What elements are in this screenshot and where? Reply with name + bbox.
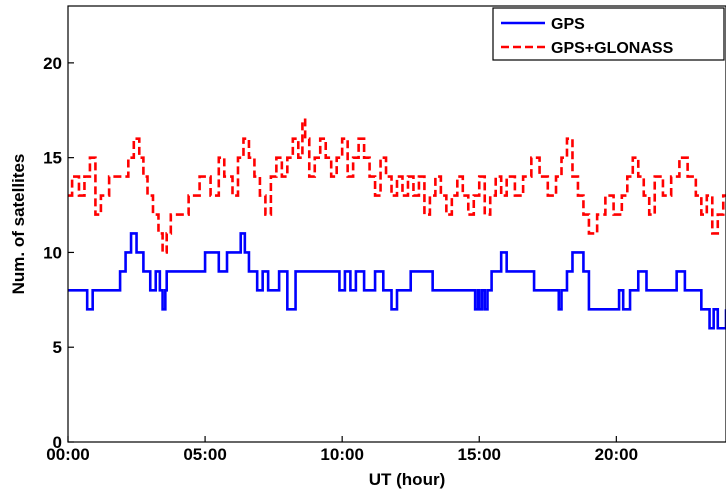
series-line-gps-glonass	[68, 118, 726, 254]
legend-label-gps-glonass: GPS+GLONASS	[551, 40, 674, 57]
x-axis-label: UT (hour)	[369, 470, 445, 489]
y-tick-label: 10	[43, 243, 62, 262]
legend-box	[492, 7, 725, 61]
x-tick-label: 10:00	[320, 445, 363, 464]
plot-frame	[67, 5, 726, 443]
x-tick-label: 15:00	[458, 445, 501, 464]
x-tick-label: 20:00	[595, 445, 638, 464]
y-axis-label: Num. of satellites	[9, 154, 28, 295]
x-tick-label: 00:00	[46, 445, 89, 464]
legend-label-gps: GPS	[551, 16, 585, 33]
y-tick-label: 15	[43, 149, 62, 168]
y-tick-label: 0	[53, 433, 62, 452]
y-tick-label: 5	[53, 338, 62, 357]
series-line-gps	[68, 232, 726, 330]
y-tick-label: 20	[43, 54, 62, 73]
x-tick-label: 05:00	[183, 445, 226, 464]
